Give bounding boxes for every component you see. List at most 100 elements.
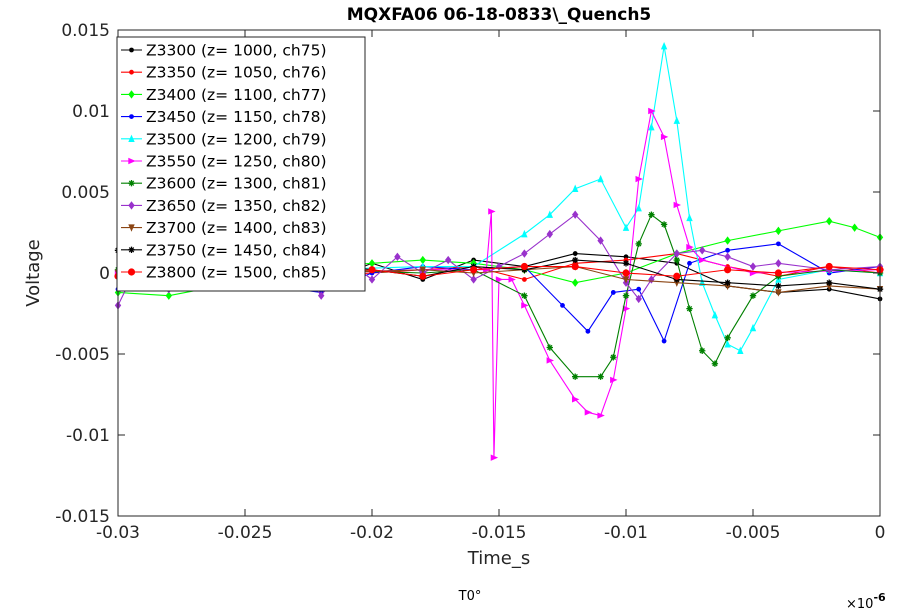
x-tick-label: -0.015: [472, 523, 527, 543]
data-point: [508, 276, 516, 283]
corner-exponent-base: ×10: [846, 597, 873, 611]
data-point: [673, 116, 680, 124]
data-point: [572, 251, 578, 256]
data-point: [470, 266, 478, 274]
data-point: [546, 210, 553, 218]
data-point: [521, 292, 528, 299]
data-point: [673, 201, 681, 209]
data-point: [826, 216, 833, 226]
data-point: [419, 255, 426, 265]
legend-label: Z3550 (z= 1250, ch80): [146, 153, 327, 171]
data-point: [711, 360, 719, 367]
data-point: [483, 266, 491, 273]
data-point: [522, 277, 527, 282]
data-point: [571, 262, 579, 271]
legend-entry: Z3800 (z= 1500, ch85): [121, 264, 327, 282]
legend-label: Z3350 (z= 1050, ch76): [146, 64, 327, 82]
legend-entry: Z3450 (z= 1150, ch78): [121, 108, 327, 126]
legend-swatch-marker: [128, 201, 135, 210]
data-point: [546, 229, 553, 239]
y-tick-label: 0.01: [72, 102, 110, 122]
legend-swatch-marker: [128, 90, 135, 99]
data-point: [572, 373, 579, 380]
data-point: [597, 412, 605, 419]
data-point: [673, 272, 681, 280]
data-point: [419, 266, 426, 274]
data-point: [724, 279, 731, 286]
legend-entry: Z3300 (z= 1000, ch75): [121, 42, 327, 60]
data-point: [699, 246, 706, 255]
data-point: [572, 396, 580, 403]
data-point: [724, 334, 731, 341]
y-tick-label: 0.005: [61, 183, 110, 203]
legend-label: Z3600 (z= 1300, ch81): [146, 175, 327, 193]
legend-swatch-marker: [129, 47, 134, 53]
legend-entry: Z3600 (z= 1300, ch81): [121, 175, 327, 193]
t0-label: T0°: [458, 589, 482, 604]
data-point: [724, 236, 731, 245]
data-point: [724, 340, 731, 348]
data-point: [368, 275, 376, 284]
data-point: [572, 184, 579, 192]
data-point: [572, 278, 579, 287]
data-point: [711, 310, 719, 319]
legend-entry: Z3400 (z= 1100, ch77): [121, 86, 327, 104]
series-layer: [114, 42, 885, 461]
data-point: [521, 229, 528, 238]
data-point: [622, 269, 630, 277]
legend-items: Z3300 (z= 1000, ch75) Z3350 (z= 1050, ch7…: [121, 42, 327, 282]
corner-exponent-power: -6: [873, 591, 886, 604]
data-point: [635, 240, 642, 248]
legend-entry: Z3700 (z= 1400, ch83): [121, 219, 327, 237]
legend-box: [116, 36, 366, 292]
legend-label: Z3300 (z= 1000, ch75): [146, 42, 327, 60]
data-point: [635, 294, 642, 304]
data-point: [775, 226, 782, 236]
data-point: [687, 260, 692, 266]
legend-entry: Z3550 (z= 1250, ch80): [121, 153, 327, 171]
legend: Z3300 (z= 1000, ch75) Z3350 (z= 1050, ch7…: [116, 36, 366, 292]
y-tick-label: 0.015: [61, 21, 110, 41]
data-point: [661, 338, 667, 344]
data-point: [495, 276, 504, 283]
data-point: [749, 323, 757, 332]
data-point: [737, 346, 744, 354]
data-point: [488, 208, 496, 215]
data-point: [521, 249, 528, 258]
legend-swatch-marker: [128, 157, 136, 165]
data-point: [318, 291, 325, 300]
legend-entry: Z3650 (z= 1350, ch82): [121, 197, 327, 215]
ticks-layer: -0.03 -0.025 -0.02 -0.015 -0.01 -0.005 0 -0.015…: [55, 21, 885, 543]
x-tick-label: -0.03: [96, 523, 140, 543]
data-point: [394, 252, 401, 261]
data-point: [610, 376, 618, 384]
corner-exponent: ×10-6: [846, 591, 886, 611]
y-tick-label: -0.015: [55, 507, 110, 527]
data-point: [699, 347, 706, 354]
legend-entry: Z3350 (z= 1050, ch76): [121, 64, 327, 82]
data-point: [572, 256, 579, 264]
data-point: [648, 211, 655, 218]
data-point: [660, 133, 669, 141]
data-point: [521, 302, 529, 309]
legend-swatch-marker: [128, 224, 135, 232]
data-point: [368, 259, 376, 268]
data-point: [825, 262, 833, 271]
data-point: [775, 282, 782, 290]
data-point: [597, 373, 604, 380]
data-point: [699, 256, 707, 264]
chart-title: MQXFA06 06-18-0833\_Quench5: [347, 5, 652, 25]
data-point: [490, 454, 499, 461]
data-point: [546, 344, 553, 351]
data-point: [749, 292, 757, 299]
data-point: [520, 262, 529, 271]
data-point: [776, 241, 781, 247]
x-tick-label: -0.02: [350, 523, 394, 543]
y-axis-label: Voltage: [23, 239, 44, 307]
data-point: [775, 259, 782, 268]
data-point: [775, 289, 782, 297]
data-point: [165, 291, 172, 300]
x-tick-label: -0.025: [218, 523, 273, 543]
legend-label: Z3650 (z= 1350, ch82): [146, 197, 327, 215]
